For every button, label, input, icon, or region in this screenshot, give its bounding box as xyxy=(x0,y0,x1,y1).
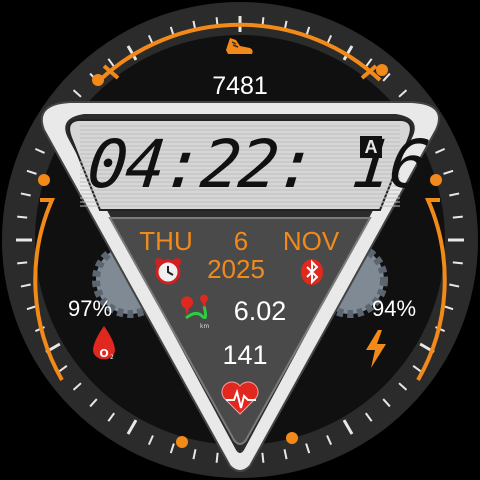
minute-tick xyxy=(261,452,265,463)
svg-text:km: km xyxy=(200,323,209,330)
minute-tick xyxy=(192,449,197,460)
orange-dot xyxy=(176,436,188,448)
minute-tick xyxy=(169,443,175,454)
minute-tick xyxy=(435,147,446,154)
battery-value: 94% xyxy=(371,296,417,321)
top-arc-left-end xyxy=(102,64,120,80)
minute-tick xyxy=(364,58,373,68)
minute-tick xyxy=(342,419,354,435)
minute-tick xyxy=(215,452,219,463)
minute-tick xyxy=(26,169,37,175)
time-panel-lines xyxy=(80,125,400,207)
minute-tick xyxy=(72,89,82,98)
minute-tick xyxy=(20,283,31,288)
minute-tick xyxy=(326,435,333,446)
year: 2025 xyxy=(207,254,265,284)
orange-dot xyxy=(38,174,50,186)
minute-tick xyxy=(452,261,463,265)
day-of-month: 6 xyxy=(233,226,249,256)
right-arc xyxy=(416,198,447,381)
minute-tick xyxy=(382,398,391,408)
minute-tick xyxy=(283,449,288,460)
minute-tick xyxy=(443,305,454,311)
minute-tick xyxy=(443,169,454,175)
minute-tick xyxy=(107,58,116,68)
minute-tick xyxy=(126,45,138,61)
heart-rate-value: 141 xyxy=(222,340,268,370)
minute-tick xyxy=(26,305,37,311)
bluetooth-icon xyxy=(301,259,323,285)
shoe-icon xyxy=(226,38,253,54)
minute-tick xyxy=(17,215,28,219)
minute-tick xyxy=(107,412,116,422)
minute-tick xyxy=(17,261,28,265)
orange-dot xyxy=(92,74,104,86)
left-arc xyxy=(33,198,64,381)
minute-tick xyxy=(452,215,463,219)
svg-text:2: 2 xyxy=(110,354,114,361)
lightning-bolt-icon xyxy=(366,330,386,368)
distance-value: 6.02 xyxy=(233,296,287,326)
minute-tick xyxy=(305,443,311,454)
month: NOV xyxy=(282,226,340,256)
ampm-indicator: A xyxy=(360,136,382,158)
top-arc xyxy=(98,22,382,82)
spo2-value: 97% xyxy=(67,296,113,321)
minute-tick xyxy=(412,364,422,373)
minute-tick xyxy=(398,89,408,98)
svg-text:O: O xyxy=(99,347,108,360)
orange-dot xyxy=(376,64,388,76)
minute-tick xyxy=(126,419,138,435)
minute-tick xyxy=(20,192,31,197)
minute-tick xyxy=(58,364,68,373)
minute-tick xyxy=(72,382,82,391)
minute-tick xyxy=(89,398,98,408)
weekday: THU xyxy=(139,226,193,256)
minute-tick xyxy=(398,382,408,391)
minute-tick xyxy=(449,283,460,288)
route-map-icon: km xyxy=(181,294,209,330)
minute-tick xyxy=(147,435,154,446)
alarm-clock-icon xyxy=(155,258,181,285)
orange-dot xyxy=(430,174,442,186)
minute-tick xyxy=(382,72,391,82)
minute-tick xyxy=(449,192,460,197)
blood-oxygen-icon: O 2 xyxy=(93,326,115,361)
digital-time: 04:22: 16 xyxy=(83,126,432,203)
step-count: 7481 xyxy=(212,72,268,100)
minute-tick xyxy=(364,412,373,422)
top-arc-right-end xyxy=(360,64,378,80)
heart-rate-icon xyxy=(221,381,259,415)
orange-dot xyxy=(286,432,298,444)
minute-tick xyxy=(342,45,354,61)
minute-tick xyxy=(34,147,45,154)
